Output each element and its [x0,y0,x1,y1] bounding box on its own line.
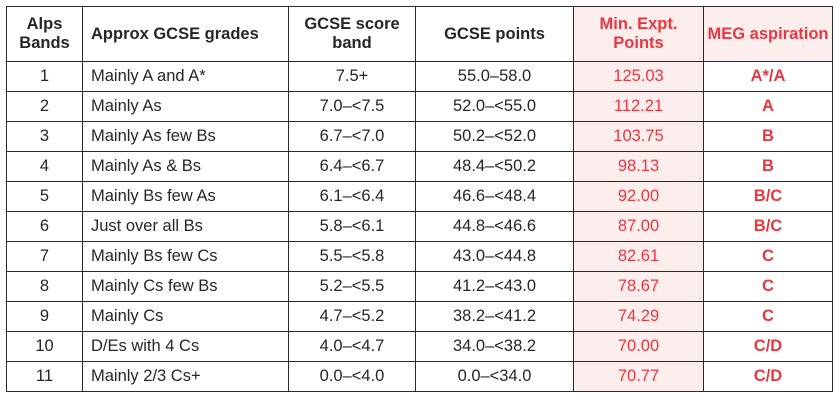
cell-meg-aspiration: C [703,301,833,332]
header-gcse-score-band: GCSE score band [288,6,416,62]
header-min-expt-points: Min. Expt. Points [573,6,704,62]
cell-approx-grades: Mainly As few Bs [82,121,289,152]
cell-approx-grades: Mainly As [82,91,289,122]
table-row: 9 Mainly Cs 4.7–<5.2 38.2–<41.2 74.29 C [6,301,833,332]
cell-meg-aspiration: B [703,121,833,152]
cell-score-band: 7.0–<7.5 [288,91,416,122]
cell-approx-grades: Mainly As & Bs [82,151,289,182]
cell-gcse-points: 41.2–<43.0 [415,271,574,302]
alps-bands-table-container: Alps Bands Approx GCSE grades GCSE score… [6,6,833,392]
table-row: 6 Just over all Bs 5.8–<6.1 44.8–<46.6 8… [6,211,833,242]
cell-gcse-points: 55.0–58.0 [415,61,574,92]
cell-gcse-points: 46.6–<48.4 [415,181,574,212]
cell-min-expt-points: 112.21 [573,91,704,122]
cell-min-expt-points: 125.03 [573,61,704,92]
table-row: 7 Mainly Bs few Cs 5.5–<5.8 43.0–<44.8 8… [6,241,833,272]
cell-gcse-points: 0.0–<34.0 [415,361,574,392]
cell-score-band: 0.0–<4.0 [288,361,416,392]
cell-approx-grades: Just over all Bs [82,211,289,242]
cell-gcse-points: 48.4–<50.2 [415,151,574,182]
cell-score-band: 5.8–<6.1 [288,211,416,242]
header-meg-aspiration: MEG aspiration [703,6,833,62]
cell-meg-aspiration: B/C [703,211,833,242]
cell-approx-grades: Mainly 2/3 Cs+ [82,361,289,392]
cell-approx-grades: Mainly Cs few Bs [82,271,289,302]
table-row: 11 Mainly 2/3 Cs+ 0.0–<4.0 0.0–<34.0 70.… [6,361,833,392]
cell-approx-grades: Mainly A and A* [82,61,289,92]
cell-gcse-points: 50.2–<52.0 [415,121,574,152]
cell-band: 4 [6,151,83,182]
cell-meg-aspiration: C/D [703,331,833,362]
cell-min-expt-points: 82.61 [573,241,704,272]
table-row: 1 Mainly A and A* 7.5+ 55.0–58.0 125.03 … [6,61,833,92]
cell-score-band: 5.5–<5.8 [288,241,416,272]
table-header: Alps Bands Approx GCSE grades GCSE score… [6,6,833,62]
cell-meg-aspiration: C/D [703,361,833,392]
table-row: 4 Mainly As & Bs 6.4–<6.7 48.4–<50.2 98.… [6,151,833,182]
cell-score-band: 4.7–<5.2 [288,301,416,332]
cell-band: 8 [6,271,83,302]
table-row: 8 Mainly Cs few Bs 5.2–<5.5 41.2–<43.0 7… [6,271,833,302]
cell-band: 5 [6,181,83,212]
cell-min-expt-points: 87.00 [573,211,704,242]
cell-score-band: 6.4–<6.7 [288,151,416,182]
table-row: 2 Mainly As 7.0–<7.5 52.0–<55.0 112.21 A [6,91,833,122]
cell-score-band: 5.2–<5.5 [288,271,416,302]
table-body: 1 Mainly A and A* 7.5+ 55.0–58.0 125.03 … [6,61,833,392]
cell-meg-aspiration: B [703,151,833,182]
cell-band: 3 [6,121,83,152]
cell-min-expt-points: 78.67 [573,271,704,302]
header-gcse-points: GCSE points [415,6,574,62]
table-row: 10 D/Es with 4 Cs 4.0–<4.7 34.0–<38.2 70… [6,331,833,362]
header-alps-bands: Alps Bands [6,6,83,62]
cell-approx-grades: Mainly Cs [82,301,289,332]
alps-bands-table: Alps Bands Approx GCSE grades GCSE score… [6,6,833,392]
cell-score-band: 6.1–<6.4 [288,181,416,212]
cell-min-expt-points: 92.00 [573,181,704,212]
cell-approx-grades: Mainly Bs few Cs [82,241,289,272]
cell-band: 11 [6,361,83,392]
cell-band: 7 [6,241,83,272]
cell-min-expt-points: 103.75 [573,121,704,152]
cell-band: 10 [6,331,83,362]
cell-gcse-points: 43.0–<44.8 [415,241,574,272]
cell-band: 9 [6,301,83,332]
table-row: 3 Mainly As few Bs 6.7–<7.0 50.2–<52.0 1… [6,121,833,152]
cell-meg-aspiration: B/C [703,181,833,212]
cell-score-band: 4.0–<4.7 [288,331,416,362]
cell-gcse-points: 38.2–<41.2 [415,301,574,332]
cell-min-expt-points: 74.29 [573,301,704,332]
cell-score-band: 7.5+ [288,61,416,92]
cell-gcse-points: 44.8–<46.6 [415,211,574,242]
cell-score-band: 6.7–<7.0 [288,121,416,152]
cell-meg-aspiration: A*/A [703,61,833,92]
cell-min-expt-points: 70.00 [573,331,704,362]
cell-gcse-points: 52.0–<55.0 [415,91,574,122]
header-approx-gcse-grades: Approx GCSE grades [82,6,289,62]
table-row: 5 Mainly Bs few As 6.1–<6.4 46.6–<48.4 9… [6,181,833,212]
cell-meg-aspiration: C [703,271,833,302]
header-row: Alps Bands Approx GCSE grades GCSE score… [6,6,833,62]
cell-meg-aspiration: A [703,91,833,122]
cell-approx-grades: Mainly Bs few As [82,181,289,212]
cell-min-expt-points: 70.77 [573,361,704,392]
cell-band: 6 [6,211,83,242]
cell-gcse-points: 34.0–<38.2 [415,331,574,362]
cell-approx-grades: D/Es with 4 Cs [82,331,289,362]
cell-min-expt-points: 98.13 [573,151,704,182]
cell-band: 1 [6,61,83,92]
cell-band: 2 [6,91,83,122]
cell-meg-aspiration: C [703,241,833,272]
